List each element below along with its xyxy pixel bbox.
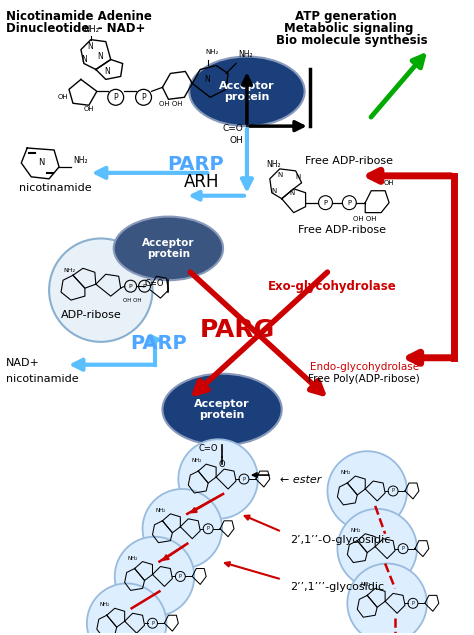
Text: NH₂: NH₂ — [63, 268, 75, 273]
Text: OH: OH — [384, 180, 394, 186]
Text: N: N — [104, 67, 109, 76]
Circle shape — [143, 489, 222, 568]
Text: NH₂: NH₂ — [83, 25, 99, 34]
Text: P: P — [151, 620, 154, 625]
Text: NH₂: NH₂ — [350, 528, 361, 533]
Text: OH: OH — [58, 94, 68, 100]
Text: NH₂: NH₂ — [360, 582, 371, 587]
Text: NH₂: NH₂ — [128, 556, 138, 561]
Text: OH: OH — [229, 136, 243, 145]
Text: P: P — [207, 526, 210, 531]
Text: Acceptor
protein: Acceptor protein — [194, 399, 250, 420]
Text: P: P — [141, 93, 146, 102]
Circle shape — [115, 537, 194, 616]
Text: Nicotinamide Adenine: Nicotinamide Adenine — [6, 10, 152, 23]
Text: NH₂: NH₂ — [73, 156, 88, 165]
Text: OH: OH — [83, 106, 94, 112]
Text: Free ADP-ribose: Free ADP-ribose — [305, 156, 392, 166]
Text: N: N — [277, 172, 283, 178]
Text: NH₂: NH₂ — [340, 470, 351, 475]
Text: NH₂: NH₂ — [266, 160, 281, 169]
Text: Bio molecule synthesis: Bio molecule synthesis — [276, 34, 428, 47]
Ellipse shape — [163, 373, 282, 445]
Text: P: P — [323, 199, 328, 206]
Text: PARP: PARP — [167, 155, 224, 174]
Text: P: P — [113, 93, 118, 102]
Text: P: P — [179, 574, 182, 579]
Text: ATP generation: ATP generation — [295, 10, 396, 23]
Text: Exo-glycohydrolase: Exo-glycohydrolase — [268, 280, 397, 293]
Text: Free Poly(ADP-ribose): Free Poly(ADP-ribose) — [308, 373, 419, 384]
Text: NAD+: NAD+ — [6, 358, 40, 368]
Text: Metabolic signaling: Metabolic signaling — [284, 22, 413, 35]
Ellipse shape — [114, 217, 223, 280]
Text: PARG: PARG — [200, 318, 275, 342]
Text: P: P — [129, 284, 132, 289]
Text: nicotinamide: nicotinamide — [19, 183, 92, 193]
Text: NH₂: NH₂ — [100, 603, 110, 607]
Text: P: P — [243, 476, 246, 481]
Text: N: N — [295, 174, 300, 180]
Text: Acceptor
protein: Acceptor protein — [142, 237, 195, 259]
Text: ADP-ribose: ADP-ribose — [61, 310, 122, 320]
Text: NH₂: NH₂ — [155, 508, 165, 513]
Text: P: P — [401, 546, 404, 551]
Text: N: N — [271, 188, 276, 194]
Circle shape — [328, 451, 407, 531]
Text: Acceptor
protein: Acceptor protein — [219, 81, 275, 102]
Text: Endo-glycohydrolase: Endo-glycohydrolase — [310, 362, 419, 371]
Circle shape — [178, 439, 258, 519]
Text: 2’’,1’’’-glycosidic: 2’’,1’’’-glycosidic — [290, 582, 384, 592]
Text: ← ester: ← ester — [280, 475, 321, 485]
Text: 2’,1’’-O-glycosidic: 2’,1’’-O-glycosidic — [290, 535, 390, 545]
Text: NH₂: NH₂ — [238, 50, 253, 58]
Text: P: P — [143, 284, 146, 289]
Circle shape — [49, 239, 153, 342]
Circle shape — [87, 584, 166, 635]
Text: N: N — [81, 55, 87, 64]
Text: N: N — [38, 158, 45, 168]
Text: Dinucleotide  - NAD+: Dinucleotide - NAD+ — [6, 22, 146, 35]
Text: C=O: C=O — [199, 444, 218, 453]
Text: O: O — [219, 460, 226, 469]
Text: ARH: ARH — [184, 173, 220, 191]
Text: C=O: C=O — [145, 279, 164, 288]
Text: N: N — [289, 190, 294, 196]
Text: nicotinamide: nicotinamide — [6, 373, 79, 384]
Text: NH₂: NH₂ — [205, 48, 219, 55]
Text: N: N — [97, 52, 103, 61]
Text: P: P — [347, 199, 351, 206]
Text: N: N — [204, 75, 210, 84]
Text: C=O: C=O — [222, 124, 243, 133]
Text: P: P — [411, 601, 414, 606]
Circle shape — [337, 509, 417, 589]
Text: N: N — [87, 42, 93, 51]
Text: OH OH: OH OH — [354, 215, 377, 222]
Text: Free ADP-ribose: Free ADP-ribose — [298, 225, 386, 234]
Circle shape — [347, 563, 427, 635]
Text: NH₂: NH₂ — [191, 458, 201, 463]
Text: PARP: PARP — [131, 334, 187, 353]
Ellipse shape — [189, 57, 305, 126]
Text: OH OH: OH OH — [123, 298, 142, 303]
Text: P: P — [392, 488, 394, 493]
Text: OH OH: OH OH — [159, 101, 182, 107]
